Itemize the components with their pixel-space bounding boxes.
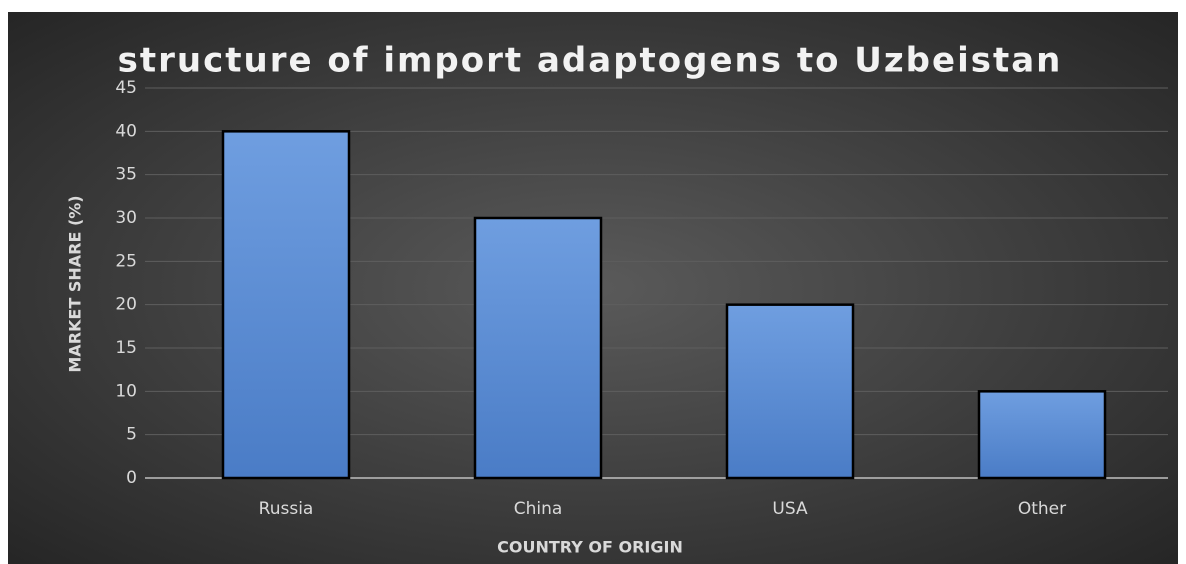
y-tick-label: 35 [115,165,137,185]
x-axis-title: COUNTRY OF ORIGIN [497,538,683,557]
y-tick-label: 5 [126,425,137,445]
bar [977,390,1107,480]
y-tick-label: 25 [115,251,137,271]
x-tick-label: Other [1018,499,1066,519]
y-tick-label: 45 [115,78,137,98]
y-tick-label: 20 [115,295,137,315]
y-tick-label: 10 [115,381,137,401]
bar [221,130,351,480]
chart-title: structure of import adaptogens to Uzbeis… [118,41,1063,81]
x-tick-label: USA [772,499,808,519]
x-tick-label: Russia [259,499,314,519]
y-tick-label: 15 [115,338,137,358]
y-tick-label: 40 [115,121,137,141]
y-tick-label: 30 [115,208,137,228]
bar [473,216,603,480]
y-tick-label: 0 [126,468,137,488]
bar [725,303,855,480]
y-axis-title: MARKET SHARE (%) [66,195,85,372]
x-tick-label: China [514,499,563,519]
